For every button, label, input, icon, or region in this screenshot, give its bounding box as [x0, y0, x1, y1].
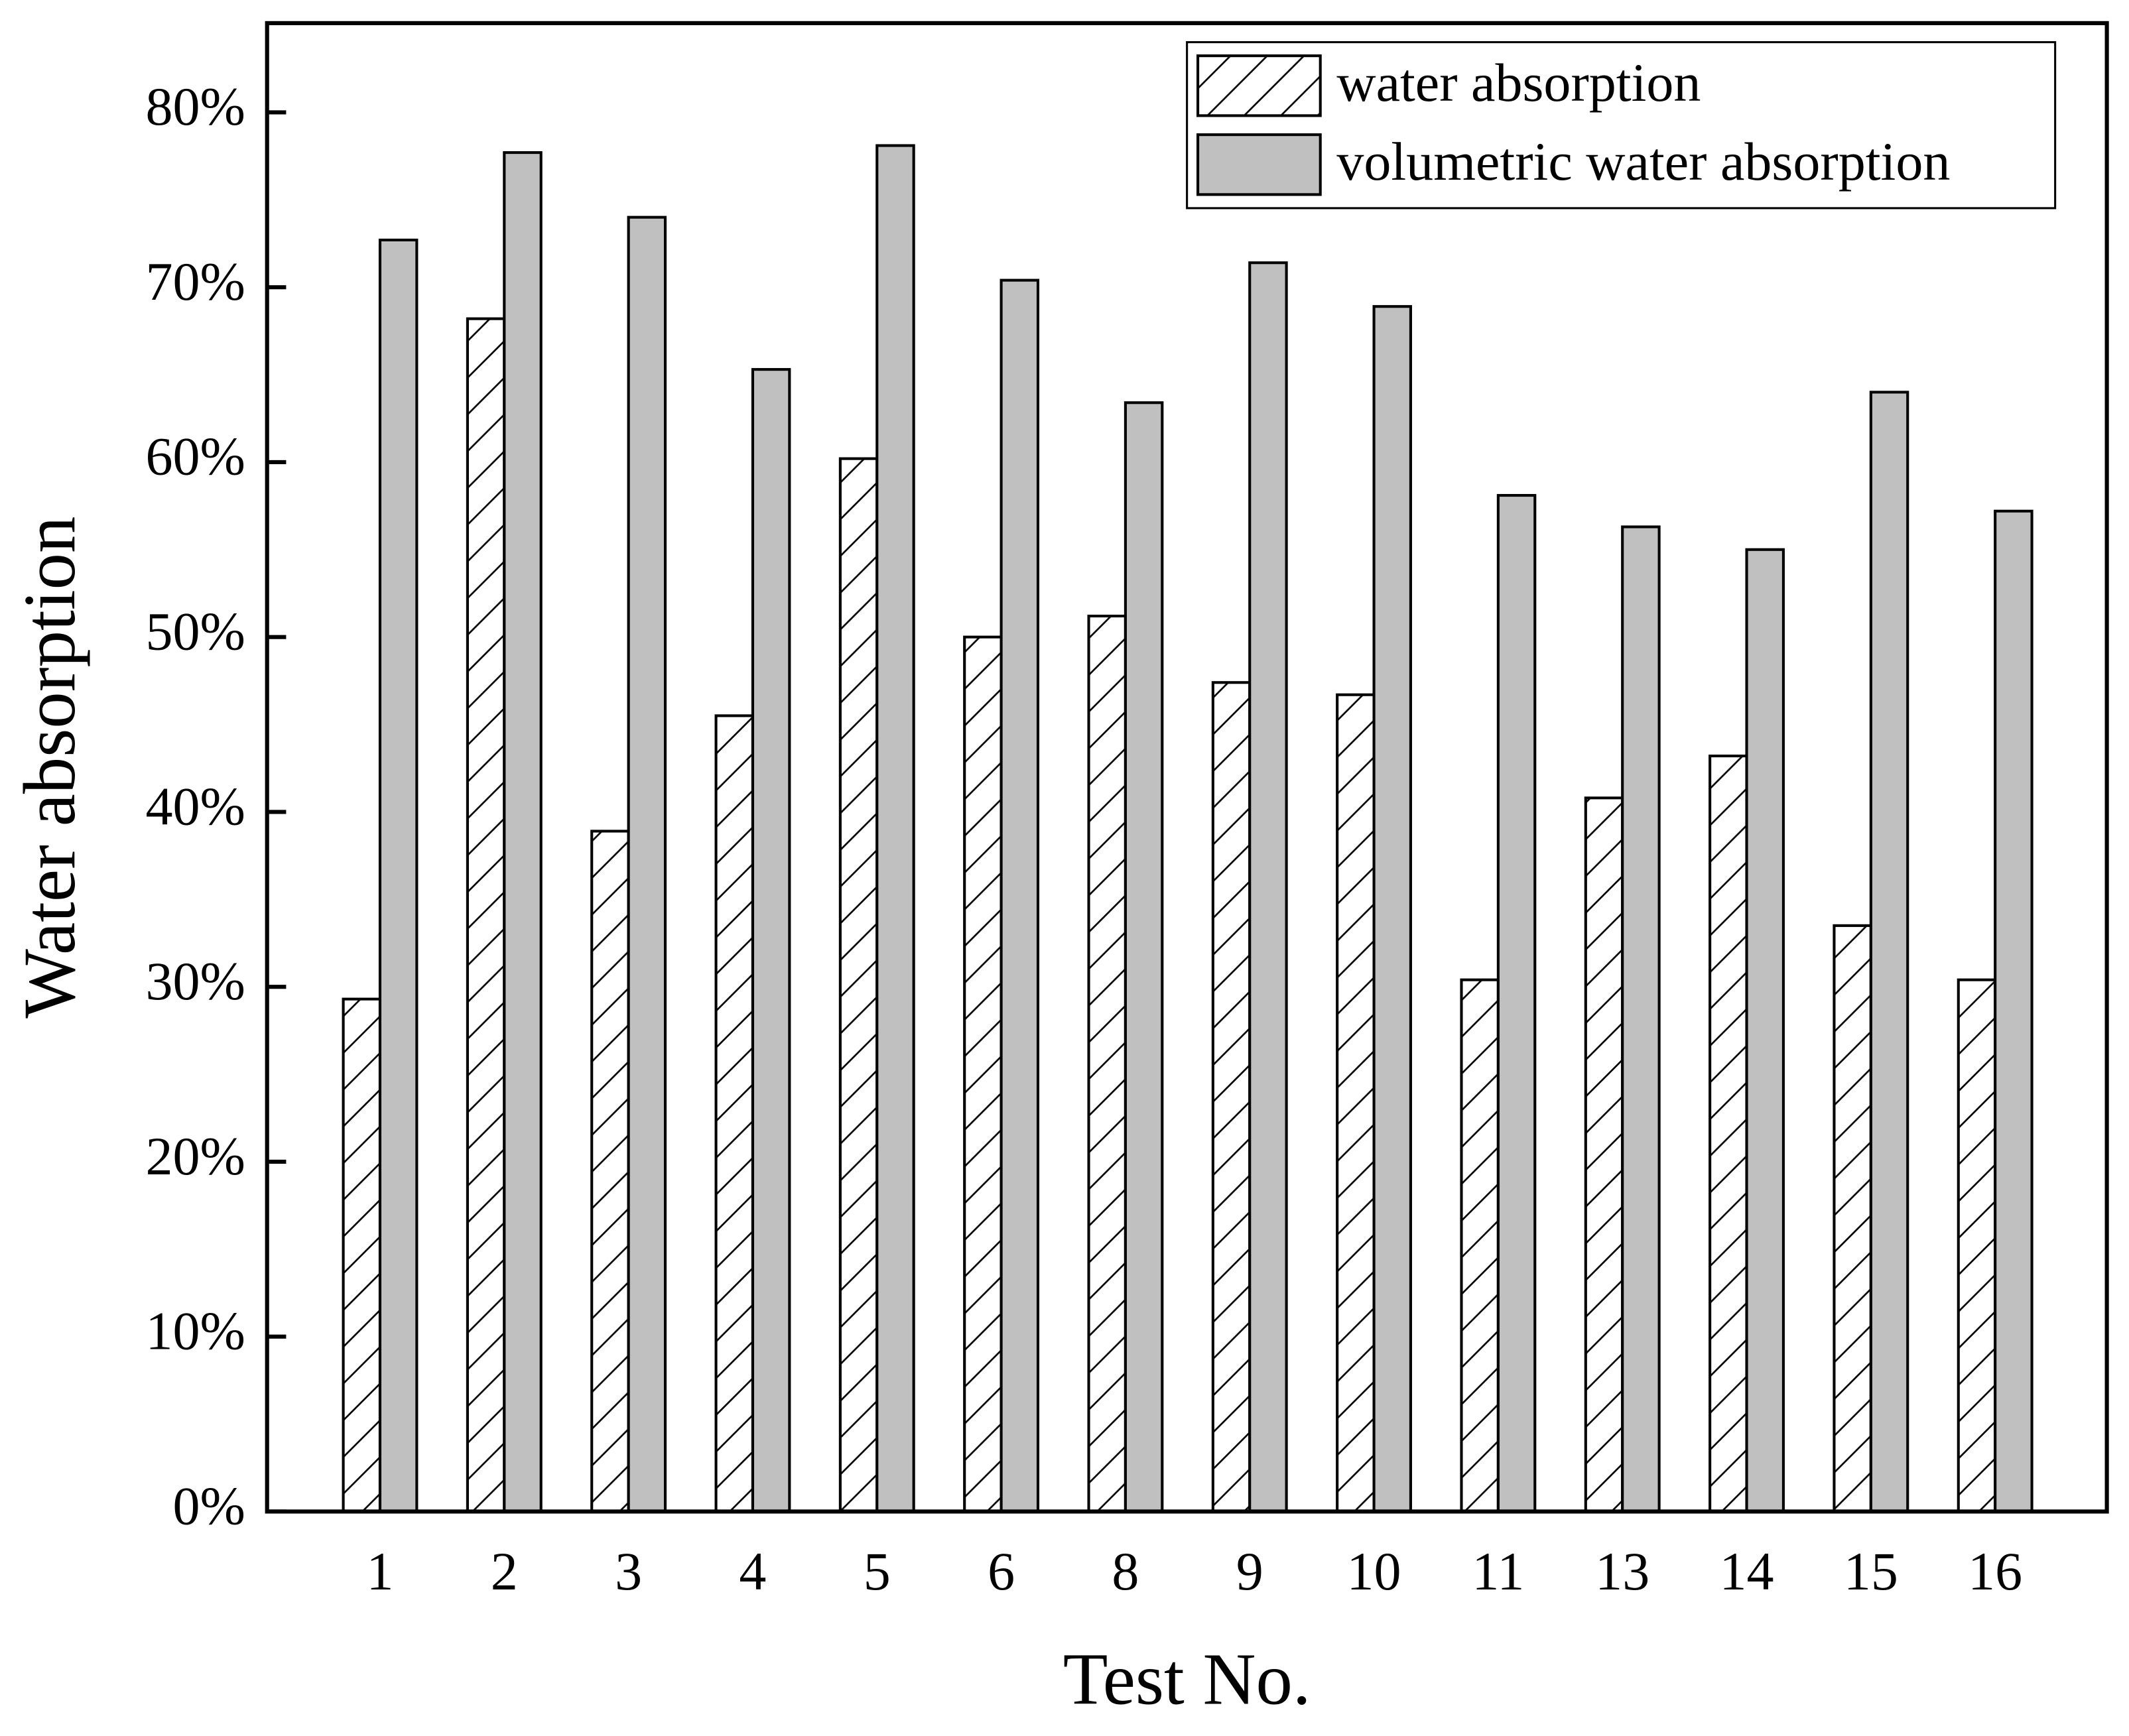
- bar: [1994, 509, 2033, 1513]
- bar: [1372, 305, 1413, 1513]
- x-tick-label: 14: [1720, 1541, 1774, 1601]
- bar: [1496, 493, 1537, 1513]
- bar: [1124, 401, 1164, 1513]
- bar: [1336, 693, 1376, 1513]
- bar: [963, 635, 1003, 1513]
- x-tick-label: 3: [615, 1541, 642, 1601]
- y-tick-label: 60%: [145, 426, 245, 487]
- bar: [627, 216, 667, 1513]
- x-tick-label: 13: [1595, 1541, 1649, 1601]
- y-tick-label: 0%: [172, 1475, 245, 1536]
- x-tick-label: 9: [1236, 1541, 1263, 1601]
- y-tick-label: 70%: [145, 251, 245, 312]
- x-tick-label: 8: [1112, 1541, 1139, 1601]
- bar: [1745, 548, 1785, 1513]
- x-tick-label: 6: [988, 1541, 1015, 1601]
- bar: [342, 997, 382, 1513]
- bar: [751, 368, 791, 1513]
- bar: [875, 144, 915, 1513]
- y-tick-label: 80%: [145, 76, 245, 137]
- bar: [378, 238, 419, 1513]
- bar: [1957, 978, 1997, 1513]
- x-tick-label: 2: [491, 1541, 518, 1601]
- bar: [1869, 391, 1909, 1513]
- x-tick-label: 5: [864, 1541, 891, 1601]
- y-tick-label: 10%: [145, 1301, 245, 1361]
- bar: [1460, 978, 1500, 1513]
- plot-frame: [265, 21, 2109, 1514]
- legend-label: volumetric water absorption: [1336, 131, 1950, 192]
- bar: [1248, 261, 1288, 1513]
- legend-label: water absorption: [1336, 52, 1701, 113]
- x-tick-label: 15: [1844, 1541, 1898, 1601]
- bar: [590, 830, 630, 1513]
- bar: [714, 714, 755, 1513]
- bar: [1000, 279, 1040, 1513]
- y-tick-label: 40%: [145, 776, 245, 836]
- x-tick-label: 4: [739, 1541, 766, 1601]
- bar: [1584, 796, 1624, 1513]
- y-tick-label: 20%: [145, 1126, 245, 1186]
- x-tick-label: 11: [1472, 1541, 1524, 1601]
- bar: [1211, 681, 1252, 1513]
- bar: [466, 317, 506, 1513]
- bar: [838, 457, 879, 1513]
- y-tick-label: 50%: [145, 601, 245, 662]
- legend-swatch: [1196, 133, 1322, 196]
- bar: [1087, 614, 1127, 1513]
- y-tick-label: 30%: [145, 951, 245, 1011]
- legend-box: [1186, 41, 2057, 210]
- legend-swatch: [1196, 54, 1322, 117]
- bar: [1621, 525, 1661, 1513]
- bar: [503, 151, 543, 1513]
- x-tick-label: 10: [1347, 1541, 1401, 1601]
- x-tick-label: 16: [1968, 1541, 2022, 1601]
- bar: [1833, 924, 1872, 1513]
- bar: [1709, 754, 1748, 1513]
- y-axis-label: Water absorption: [9, 517, 90, 1019]
- x-tick-label: 1: [366, 1541, 393, 1601]
- x-axis-label: Test No.: [1063, 1639, 1311, 1720]
